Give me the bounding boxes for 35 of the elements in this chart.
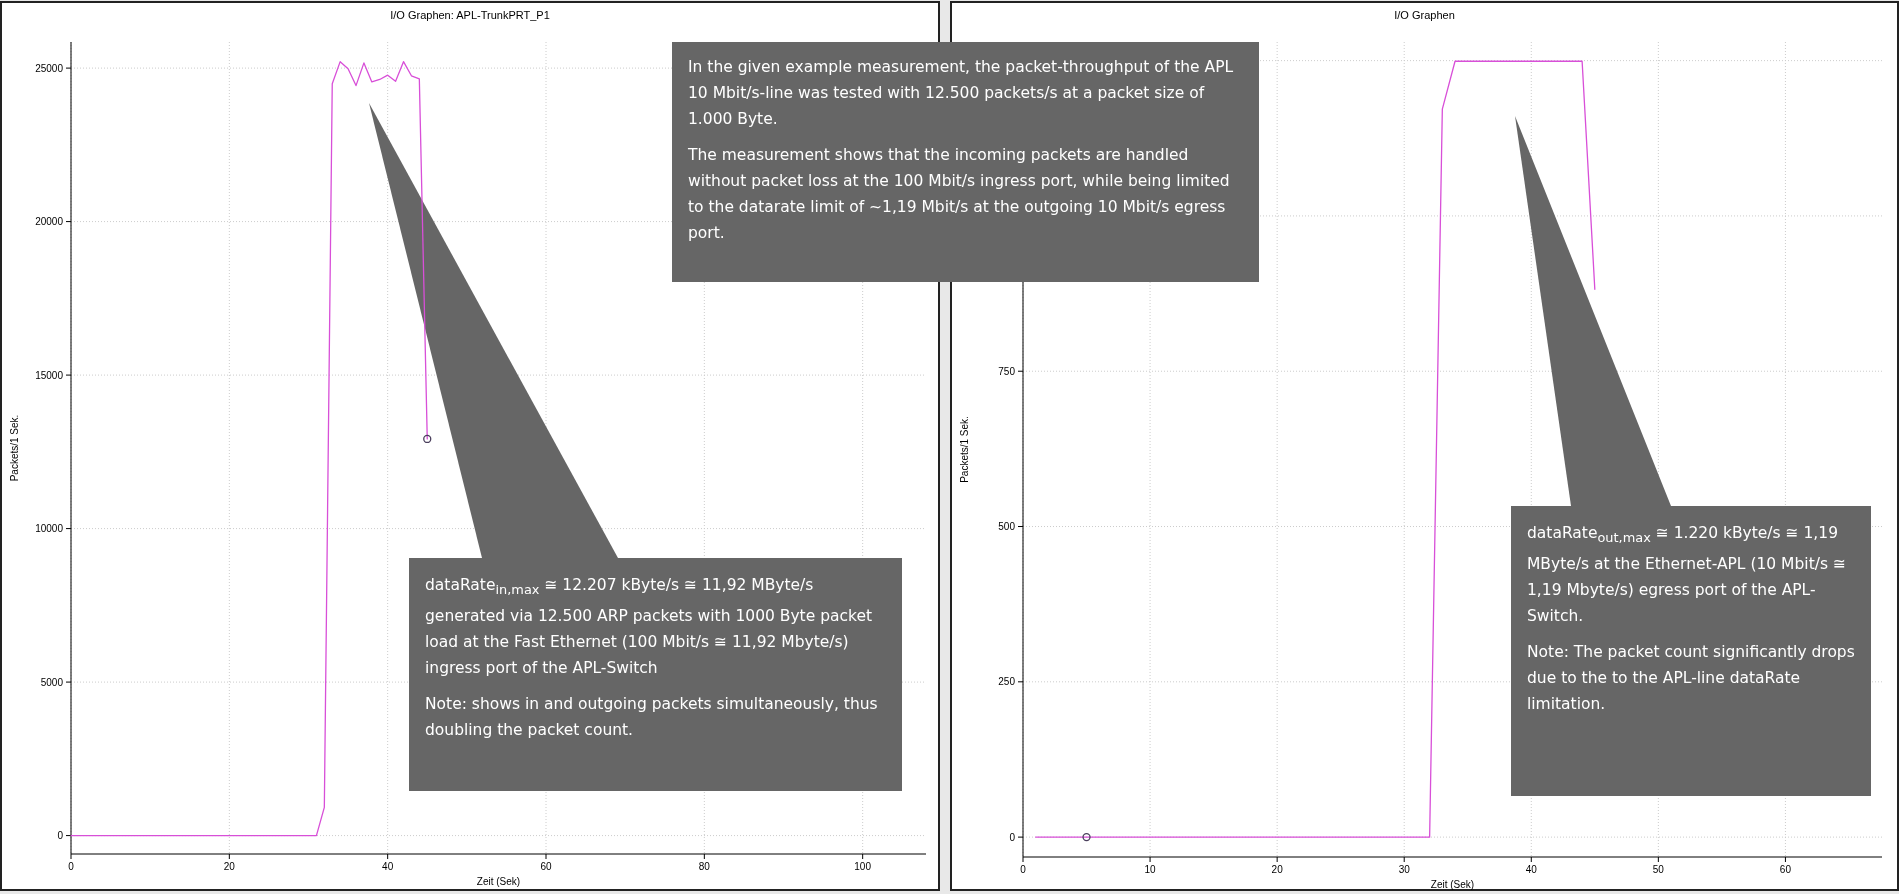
annotation: Note: shows in and outgoing packets simultaneously, thus doubling the packet count. xyxy=(425,694,879,742)
x-tick-label: 0 xyxy=(68,861,75,872)
y-axis-title: Packets/1 Sek. xyxy=(959,416,970,483)
y-tick-label: 250 xyxy=(998,676,1016,688)
x-axis-title: Zeit (Sek) xyxy=(476,876,521,887)
chart-title: I/O Graphen: APL-TrunkPRT_P1 xyxy=(390,9,550,21)
y-axis-title: Packets/1 Sek. xyxy=(9,414,20,482)
x-axis-title: Zeit (Sek) xyxy=(1430,879,1475,890)
y-tick-label: 750 xyxy=(998,365,1016,377)
x-tick-label: 40 xyxy=(382,861,394,872)
annotation: In the given example measurement, the packet-throughput of the APL 10 Mbit/s-line was tested with 12.500 packets/s at a packet size of 1.000 Byte. xyxy=(688,57,1235,130)
y-tick-label: 5000 xyxy=(40,676,64,688)
annotation: Note: The packet count significantly drops due to the to the APL-line dataRate limitation. xyxy=(1527,642,1855,716)
y-tick-label: 10000 xyxy=(35,523,64,535)
x-tick-label: 20 xyxy=(1271,864,1284,875)
x-tick-label: 100 xyxy=(854,861,872,872)
y-tick-label: 0 xyxy=(57,830,64,842)
chart-title: I/O Graphen xyxy=(1394,9,1455,21)
x-tick-label: 0 xyxy=(1020,864,1027,875)
annotation: dataRate$_{in,max}$ ≅ 12.207 kByte/s ≅ 11,92 MByte/s generated via 12.500 ARP packets with 1000 Byte packet load at the Fast Ethernet (100 Mbit/s ≅ 11,92 Mbyte/s) ingress port of the APL-Switch xyxy=(425,575,874,680)
y-tick-label: 15000 xyxy=(35,369,64,381)
x-tick-label: 20 xyxy=(223,861,236,872)
x-tick-label: 30 xyxy=(1398,864,1411,875)
y-tick-label: 0 xyxy=(1009,831,1016,843)
x-tick-label: 80 xyxy=(698,861,711,872)
annotation: The measurement shows that the incoming packets are handled without packet loss at the 100 Mbit/s ingress port, while being limited to the datarate limit of ~1,19 Mbit/s at the outgoing 10 Mbit/s egress port. xyxy=(688,145,1231,244)
y-tick-label: 20000 xyxy=(35,216,64,228)
annotation: dataRate$_{out,max}$ ≅ 1.220 kByte/s ≅ 1,19 MByte/s at the Ethernet-APL (10 Mbit/s ≅ 1,19 Mbyte/s) egress port of the APL-Switch. xyxy=(1527,523,1847,628)
x-tick-label: 60 xyxy=(1779,864,1792,875)
x-tick-label: 50 xyxy=(1652,864,1665,875)
x-tick-label: 40 xyxy=(1525,864,1538,875)
x-tick-label: 10 xyxy=(1144,864,1157,875)
y-tick-label: 25000 xyxy=(35,62,64,74)
x-tick-label: 60 xyxy=(540,861,552,872)
y-tick-label: 500 xyxy=(998,521,1016,533)
